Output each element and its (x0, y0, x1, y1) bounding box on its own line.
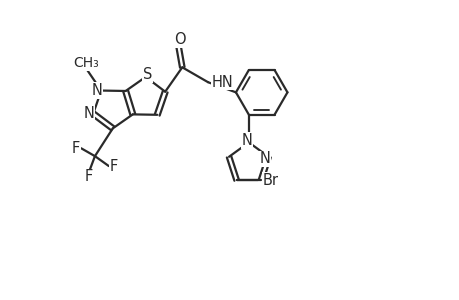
Text: Br: Br (262, 172, 278, 188)
Text: F: F (72, 141, 80, 156)
Text: N: N (84, 106, 95, 121)
Text: F: F (109, 158, 118, 173)
Text: HN: HN (212, 75, 233, 90)
Text: N: N (241, 133, 252, 148)
Text: CH₃: CH₃ (73, 56, 99, 70)
Text: N: N (92, 83, 102, 98)
Text: N: N (259, 151, 269, 166)
Text: O: O (174, 32, 185, 47)
Text: S: S (143, 68, 152, 82)
Text: F: F (85, 169, 93, 184)
